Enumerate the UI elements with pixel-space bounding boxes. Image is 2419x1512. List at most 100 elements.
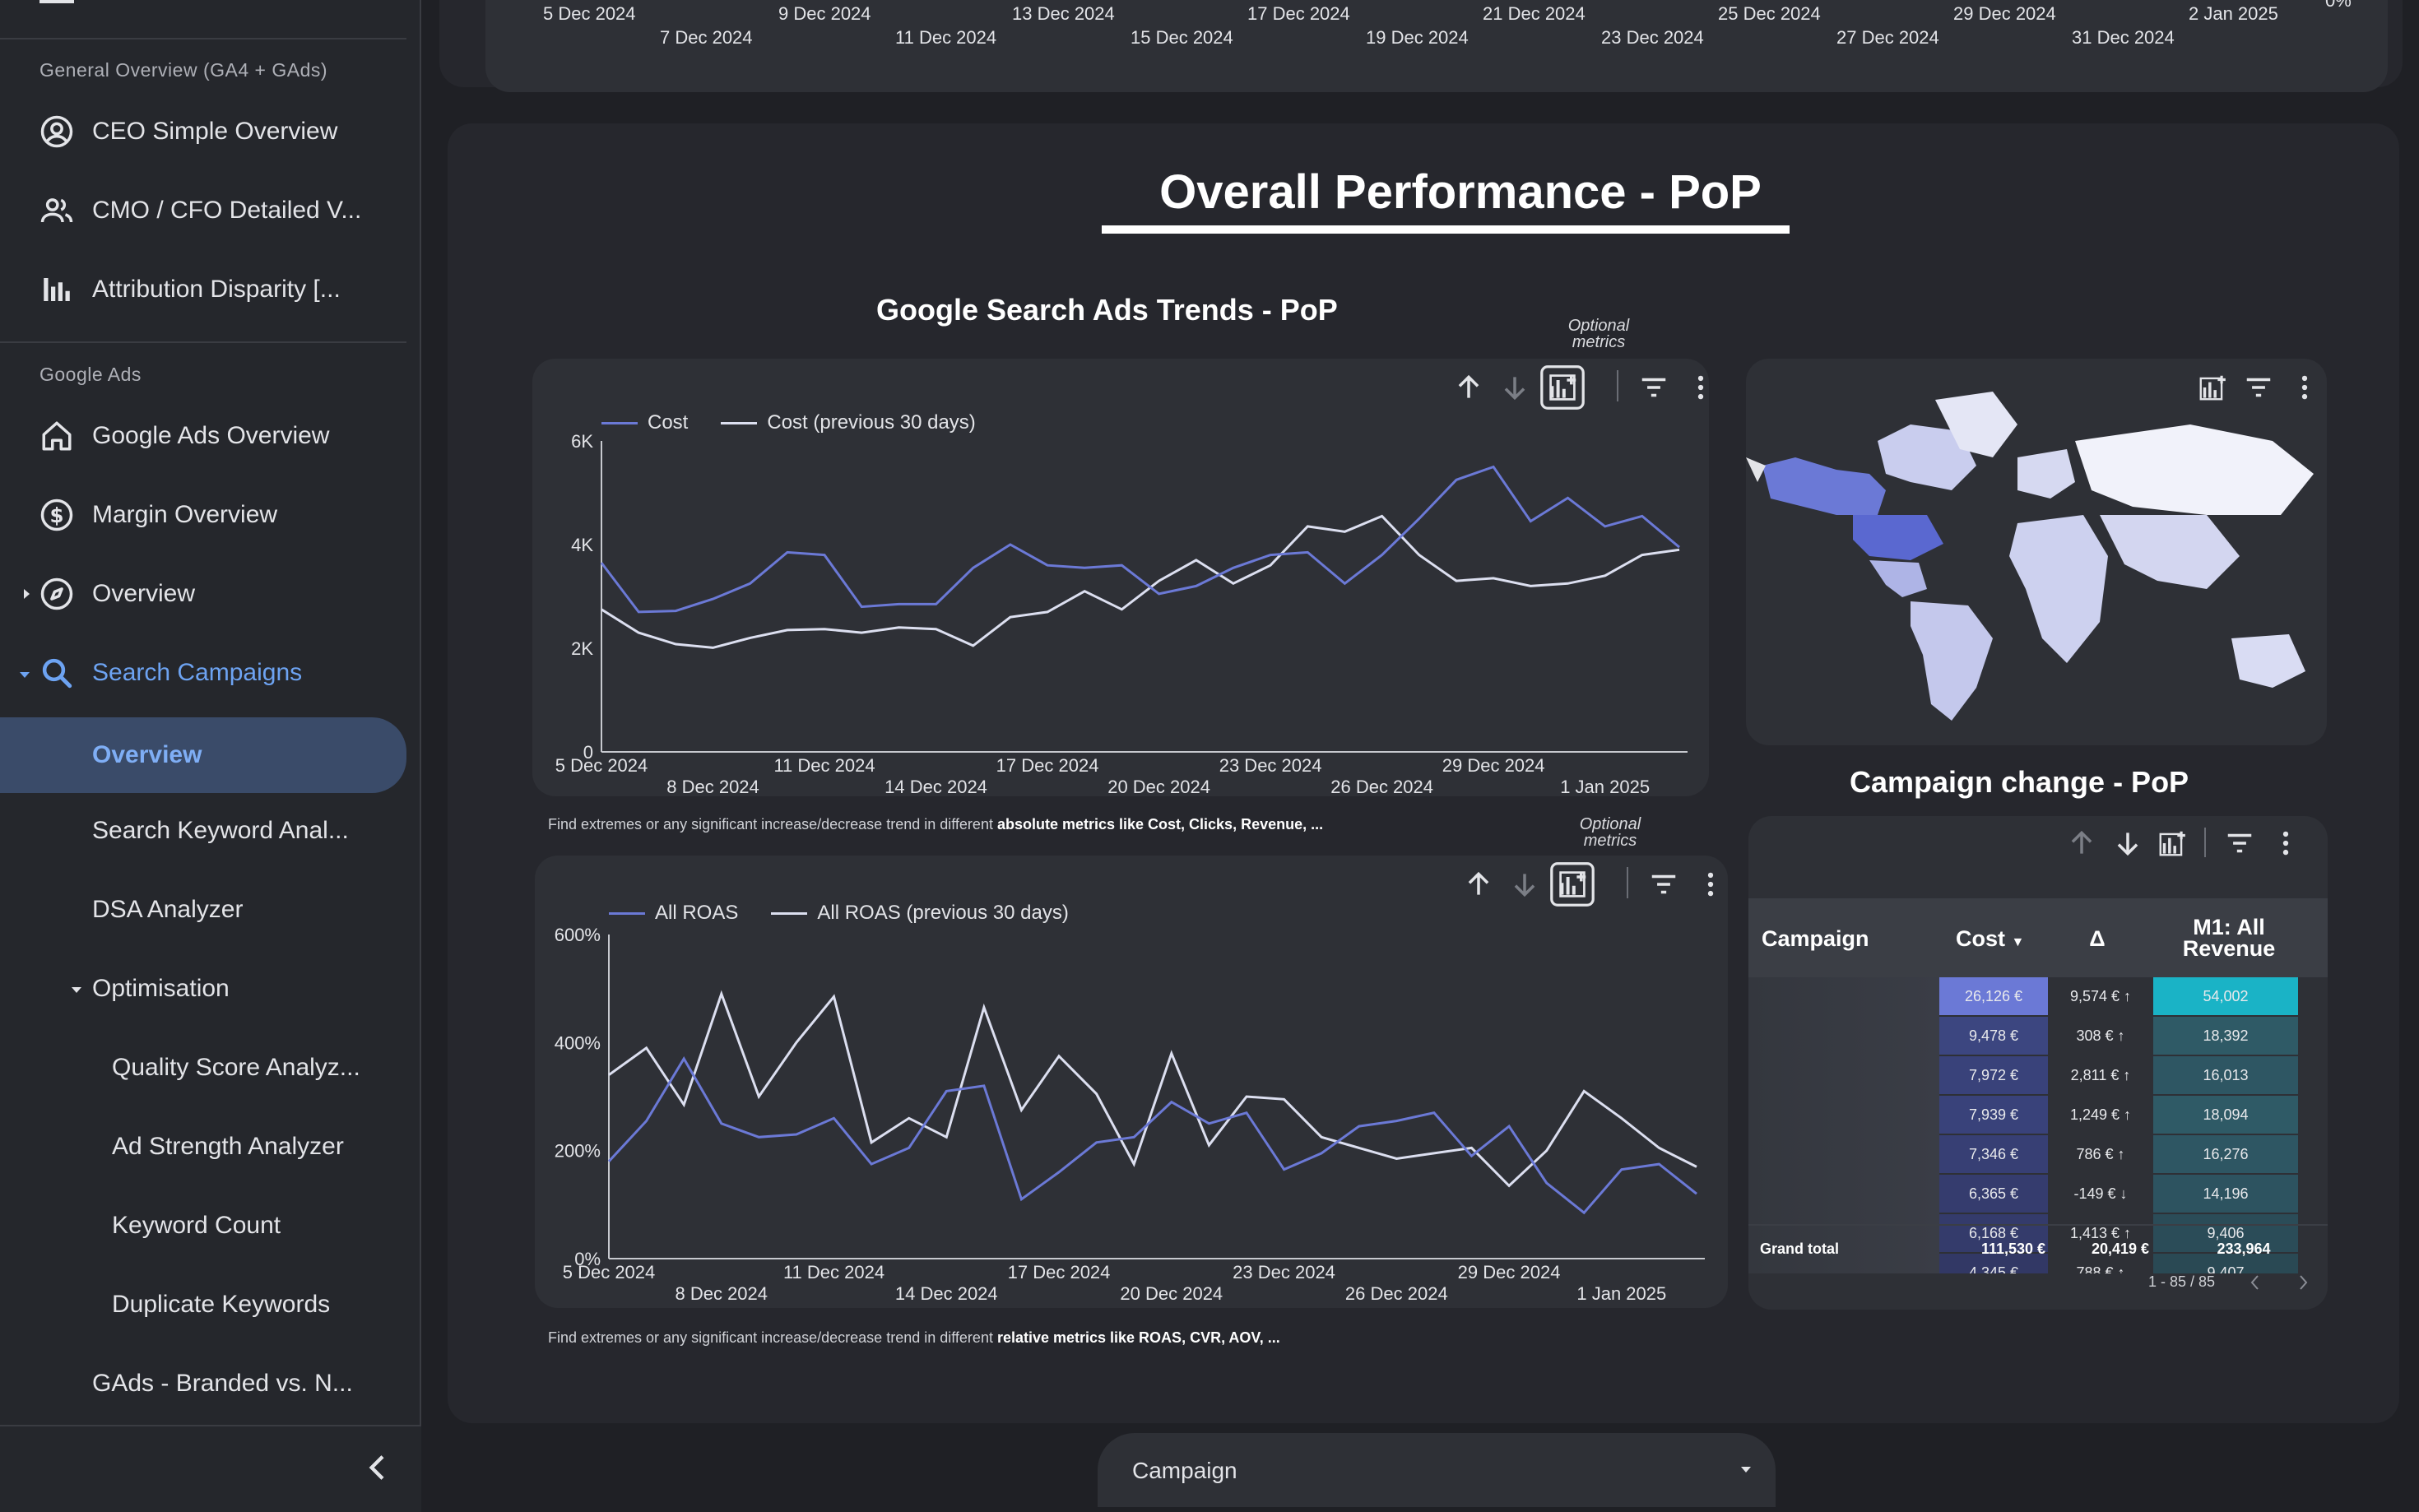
- sidebar-item-search-campaigns[interactable]: Search Campaigns: [0, 638, 406, 707]
- legend-label[interactable]: Cost (previous 30 days): [767, 411, 976, 434]
- sidebar-item-search-keyword[interactable]: Search Keyword Anal...: [0, 796, 406, 865]
- more-vert-icon[interactable]: [1685, 372, 1716, 403]
- sidebar-item-search-overview[interactable]: Overview: [0, 717, 406, 793]
- optional-metrics-icon[interactable]: [1540, 365, 1585, 410]
- legend-label[interactable]: All ROAS: [655, 902, 739, 924]
- chevron-left-icon[interactable]: [2247, 1273, 2263, 1292]
- map-region-africa[interactable]: [2009, 515, 2108, 663]
- delta-cell: 1,413 € ↑: [2048, 1214, 2153, 1252]
- map-region-usa[interactable]: [1853, 515, 1943, 560]
- map-region-west[interactable]: [1762, 457, 1886, 515]
- arrow-down-icon[interactable]: [2112, 828, 2143, 859]
- map-region-south-america[interactable]: [1911, 601, 1993, 721]
- tick-label: 31 Dec 2024: [2072, 27, 2175, 48]
- map-region-canada[interactable]: [1878, 424, 1976, 490]
- grand-total-label: Grand total: [1760, 1241, 1840, 1257]
- caret-down-icon[interactable]: [18, 670, 31, 679]
- campaign-cell[interactable]: [1748, 1254, 1939, 1273]
- column-header-cost-label: Cost: [1956, 926, 2005, 951]
- y-tick-label: 2K: [571, 638, 593, 659]
- map-region-europe[interactable]: [2017, 449, 2075, 499]
- map-region-australia[interactable]: [2231, 634, 2305, 688]
- filter-icon[interactable]: [1638, 372, 1669, 403]
- campaign-cell[interactable]: [1748, 1017, 1939, 1056]
- sidebar-item-overview[interactable]: Overview: [0, 559, 406, 628]
- column-header-cost[interactable]: Cost ▼: [1956, 928, 2024, 953]
- optional-metrics-icon[interactable]: [2157, 828, 2188, 859]
- campaign-cell[interactable]: [1748, 1214, 1939, 1254]
- compass-icon: [40, 577, 73, 610]
- sort-desc-icon: ▼: [2011, 935, 2025, 949]
- campaign-cell[interactable]: [1748, 977, 1939, 1017]
- divider: [0, 341, 406, 343]
- sidebar-item-margin-overview[interactable]: $ Margin Overview: [0, 480, 406, 550]
- x-tick-label: 23 Dec 2024: [1233, 1262, 1335, 1282]
- column-header-delta[interactable]: Δ: [2089, 926, 2106, 951]
- sidebar-item-ceo-overview[interactable]: CEO Simple Overview: [0, 97, 406, 166]
- arrow-up-icon[interactable]: [1463, 869, 1494, 900]
- cost-cell: 6,365 €: [1939, 1175, 2048, 1213]
- more-vert-icon[interactable]: [1695, 869, 1726, 900]
- chevron-left-icon[interactable]: [362, 1451, 395, 1484]
- map-region-asia[interactable]: [2100, 515, 2240, 589]
- sidebar-item-attribution[interactable]: Attribution Disparity [...: [0, 255, 406, 324]
- arrow-up-icon[interactable]: [1453, 372, 1484, 403]
- map-region-greenland[interactable]: [1935, 392, 2017, 457]
- overall-performance-panel: Overall Performance - PoP Google Search …: [448, 123, 2399, 1423]
- legend-label[interactable]: All ROAS (previous 30 days): [817, 902, 1069, 924]
- delta-cell: 9,574 € ↑: [2048, 977, 2153, 1015]
- world-map[interactable]: [1746, 392, 2327, 745]
- more-vert-icon[interactable]: [2270, 828, 2301, 859]
- more-vert-icon[interactable]: [2289, 372, 2320, 403]
- campaign-cell[interactable]: [1748, 1135, 1939, 1175]
- home-icon: [42, 421, 72, 451]
- chevron-right-icon[interactable]: [2295, 1273, 2311, 1292]
- caret-right-icon[interactable]: [21, 587, 31, 601]
- sidebar-item-branded[interactable]: GAds - Branded vs. N...: [0, 1349, 406, 1418]
- roas-chart-card: All ROAS All ROAS (previous 30 days) 600…: [535, 856, 1728, 1308]
- campaign-filter-label: Campaign: [1132, 1458, 1237, 1483]
- sidebar-top-fragment: [39, 0, 74, 3]
- x-tick-label: 20 Dec 2024: [1120, 1283, 1223, 1304]
- campaign-cell[interactable]: [1748, 1175, 1939, 1214]
- optional-metrics-icon[interactable]: [2197, 372, 2228, 403]
- column-header-revenue[interactable]: M1: All Revenue: [2182, 915, 2276, 961]
- arrow-up-icon[interactable]: [2066, 828, 2097, 859]
- campaign-filter-dropdown[interactable]: Campaign: [1098, 1433, 1776, 1507]
- arrow-down-icon[interactable]: [1499, 372, 1530, 403]
- sidebar-item-quality-score[interactable]: Quality Score Analyz...: [0, 1033, 406, 1102]
- sidebar-item-keyword-count[interactable]: Keyword Count: [0, 1191, 406, 1260]
- delta-cell: 788 € ↑: [2048, 1254, 2153, 1273]
- tick-label: 27 Dec 2024: [1836, 27, 1939, 48]
- section-google-ads: Google Ads: [39, 364, 142, 385]
- optional-metrics-icon[interactable]: [1550, 862, 1595, 907]
- map-region-mexico[interactable]: [1869, 560, 1927, 597]
- sidebar-item-dsa-analyzer[interactable]: DSA Analyzer: [0, 875, 406, 944]
- roas-line-chart[interactable]: 600% 400% 200% 0%5 Dec 2024 11 Dec 2024 17 De…: [535, 856, 1728, 1308]
- sidebar-item-label: Google Ads Overview: [92, 422, 330, 449]
- filter-icon[interactable]: [2224, 828, 2255, 859]
- filter-icon[interactable]: [1648, 869, 1679, 900]
- sidebar-item-label: CEO Simple Overview: [92, 118, 338, 145]
- column-header-campaign[interactable]: Campaign: [1762, 926, 1869, 951]
- cost-cell: 7,939 €: [1939, 1096, 2048, 1134]
- note-relative-metrics: Find extremes or any significant increas…: [548, 1329, 1280, 1347]
- sidebar-item-ad-strength[interactable]: Ad Strength Analyzer: [0, 1112, 406, 1181]
- campaign-cell[interactable]: [1748, 1096, 1939, 1135]
- x-tick-label: 26 Dec 2024: [1345, 1283, 1448, 1304]
- sidebar-item-google-ads-overview[interactable]: Google Ads Overview: [0, 401, 406, 471]
- cost-line-chart[interactable]: 6K 4K 2K 05 Dec 2024 11 Dec 2024 17 Dec 2024 2…: [532, 359, 1709, 796]
- campaign-cell[interactable]: [1748, 1056, 1939, 1096]
- sidebar-item-cmo-cfo[interactable]: CMO / CFO Detailed V...: [0, 176, 406, 245]
- legend-swatch-previous: [771, 911, 808, 915]
- series-line-current: [607, 1056, 1697, 1215]
- legend-label[interactable]: Cost: [648, 411, 689, 434]
- caret-down-icon[interactable]: [71, 986, 82, 994]
- arrow-down-icon[interactable]: [1509, 869, 1540, 900]
- table-body: 26,126 €9,574 € ↑ 54,002 9,478 €308 € ↑ 18,…: [1748, 977, 2328, 1273]
- map-region-russia[interactable]: [2075, 424, 2314, 515]
- sidebar-item-optimisation[interactable]: Optimisation: [0, 954, 406, 1023]
- sidebar-item-label: Ad Strength Analyzer: [112, 1133, 344, 1160]
- sidebar-item-duplicate-keywords[interactable]: Duplicate Keywords: [0, 1270, 406, 1339]
- filter-icon[interactable]: [2243, 372, 2274, 403]
